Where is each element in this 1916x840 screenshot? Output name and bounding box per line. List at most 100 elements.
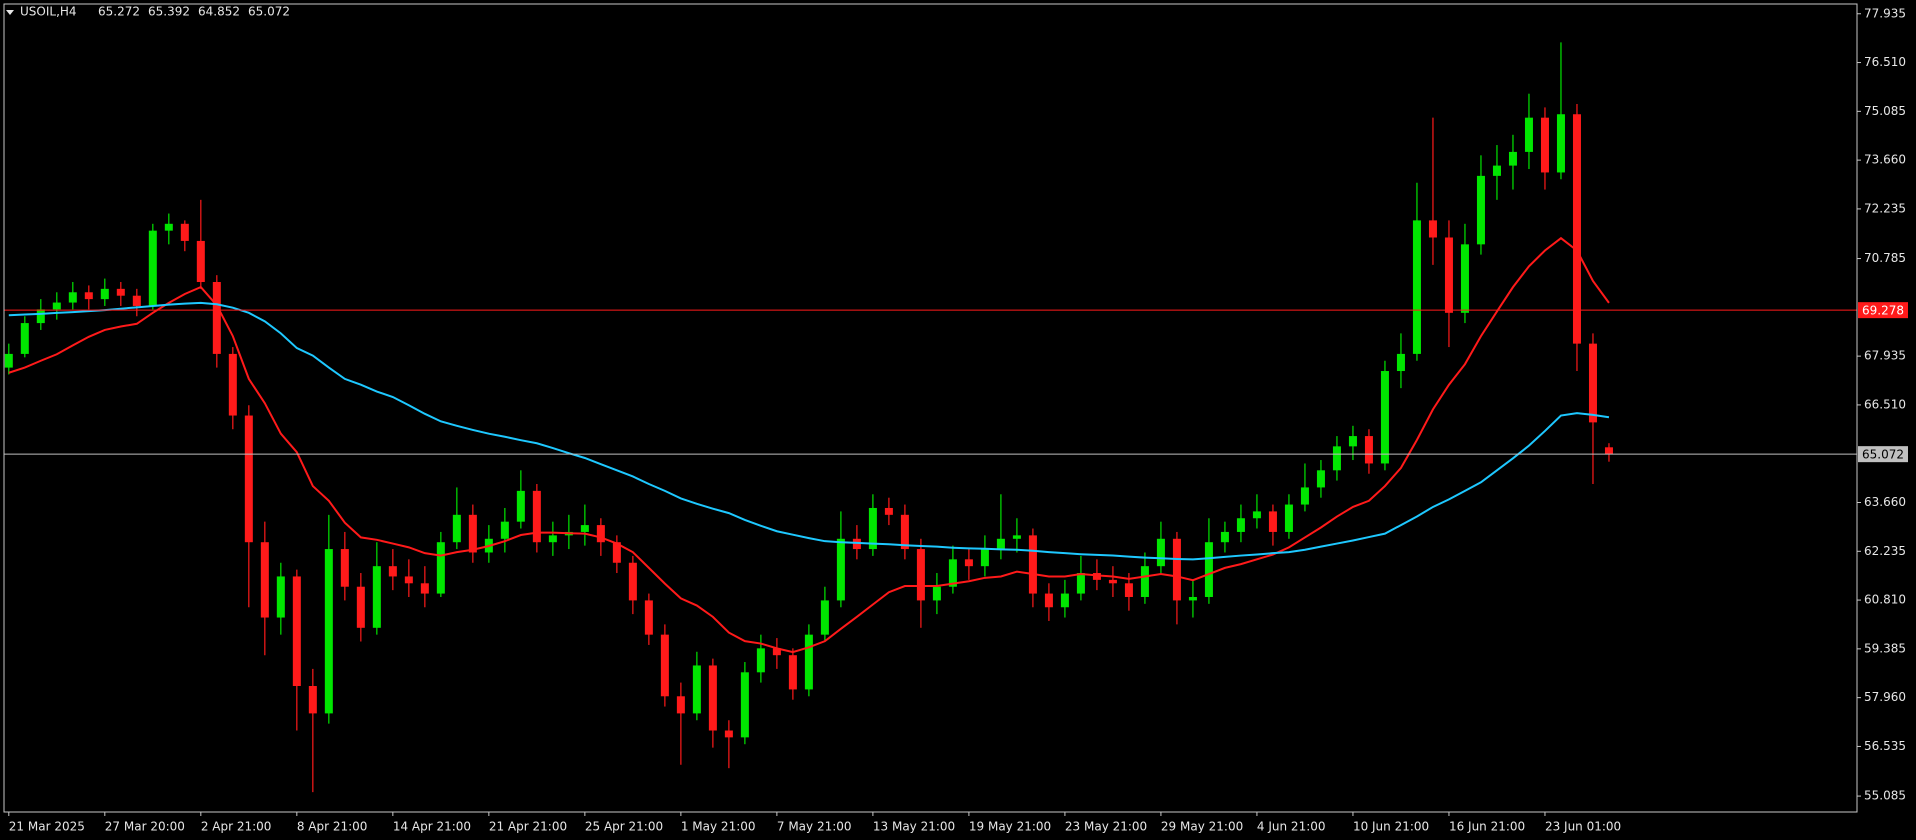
candle-body [1524, 117, 1533, 152]
candle-body [1060, 593, 1069, 608]
candle-body [1588, 343, 1597, 423]
candle-body [788, 655, 797, 690]
quote-value: 65.072 [248, 5, 290, 19]
candle-body [1332, 446, 1341, 471]
candle-body [500, 521, 509, 539]
candle-body [1444, 237, 1453, 313]
candle-body [468, 514, 477, 553]
candle-body [756, 648, 765, 673]
y-tick-label: 56.535 [1864, 739, 1906, 753]
candle-body [4, 353, 13, 368]
x-tick-label: 7 May 21:00 [777, 820, 852, 834]
candle-body [340, 549, 349, 587]
candle-body [1012, 535, 1021, 539]
x-tick-label: 14 Apr 21:00 [393, 820, 471, 834]
price-label: 65.072 [1862, 448, 1904, 462]
price-label-bg [1858, 302, 1908, 319]
y-tick-label: 63.660 [1864, 495, 1906, 509]
x-tick-label: 21 Mar 2025 [9, 820, 85, 834]
candle-body [372, 566, 381, 628]
y-tick-label: 59.385 [1864, 641, 1906, 655]
candle-body [1604, 447, 1613, 455]
menu-arrow[interactable] [6, 10, 14, 15]
candle-body [1412, 220, 1421, 354]
candle-body [708, 665, 717, 731]
candle-body [932, 586, 941, 601]
y-tick-label: 73.660 [1864, 153, 1906, 167]
candle-body [740, 672, 749, 738]
chart-title: USOIL,H4 [20, 5, 77, 19]
y-tick-label: 67.935 [1864, 349, 1906, 363]
candle-body [180, 223, 189, 241]
x-tick-label: 25 Apr 21:00 [585, 820, 663, 834]
y-tick-label: 77.935 [1864, 6, 1906, 20]
candle-body [36, 309, 45, 324]
candle-body [436, 542, 445, 594]
candle-body [1108, 579, 1117, 584]
x-tick-label: 10 Jun 21:00 [1353, 820, 1429, 834]
candle-body [660, 634, 669, 697]
candle-body [68, 292, 77, 303]
candle-body [276, 576, 285, 618]
candle-body [836, 538, 845, 601]
candle-body [964, 559, 973, 567]
candle-body [1124, 583, 1133, 597]
candle-body [1556, 114, 1565, 173]
quote-value: 65.392 [148, 5, 190, 19]
candle-body [1220, 531, 1229, 543]
candle-body [884, 507, 893, 515]
x-tick-label: 16 Jun 21:00 [1449, 820, 1525, 834]
candle-body [628, 562, 637, 601]
candle-body [1140, 566, 1149, 597]
candle-body [1028, 535, 1037, 594]
candle-body [996, 538, 1005, 550]
candle-body [1044, 593, 1053, 608]
y-tick-label: 75.085 [1864, 104, 1906, 118]
y-tick-label: 72.235 [1864, 201, 1906, 215]
candle-body [212, 282, 221, 354]
plot-frame [3, 3, 1858, 813]
candle-body [1300, 487, 1309, 505]
candle-body [1348, 436, 1357, 447]
candle-body [644, 600, 653, 635]
candle-body [1380, 371, 1389, 464]
candle-body [1396, 353, 1405, 372]
candle-body [1156, 538, 1165, 567]
candle-body [356, 586, 365, 628]
candle-body [580, 525, 589, 532]
candle-body [532, 490, 541, 543]
y-tick-label: 62.235 [1864, 544, 1906, 558]
x-tick-label: 13 May 21:00 [873, 820, 955, 834]
candle-body [676, 696, 685, 714]
candle-body [724, 730, 733, 738]
y-tick-label: 66.510 [1864, 397, 1906, 411]
candle-body [1188, 596, 1197, 601]
candle-body [308, 686, 317, 714]
candle-body [1252, 511, 1261, 519]
candle-body [948, 559, 957, 587]
candle-body [1316, 470, 1325, 488]
candle-body [868, 507, 877, 550]
candle-body [84, 292, 93, 300]
price-label: 69.278 [1862, 304, 1904, 318]
ma-line [8, 236, 1610, 654]
candle-body [1092, 573, 1101, 580]
candle-body [260, 542, 269, 618]
candle-body [852, 538, 861, 550]
candle-body [100, 288, 109, 300]
candle-body [804, 634, 813, 690]
candle-body [692, 665, 701, 714]
candle-body [1172, 538, 1181, 601]
candle-body [1428, 220, 1437, 238]
candle-body [916, 549, 925, 601]
candle-body [1268, 511, 1277, 532]
candle-body [596, 525, 605, 543]
candle-body [196, 240, 205, 283]
quote-value: 64.852 [198, 5, 240, 19]
x-tick-label: 23 May 21:00 [1065, 820, 1147, 834]
candle-body [548, 535, 557, 543]
quote-value: 65.272 [98, 5, 140, 19]
candle-body [820, 600, 829, 635]
candle-body [1204, 542, 1213, 597]
candle-body [292, 576, 301, 687]
